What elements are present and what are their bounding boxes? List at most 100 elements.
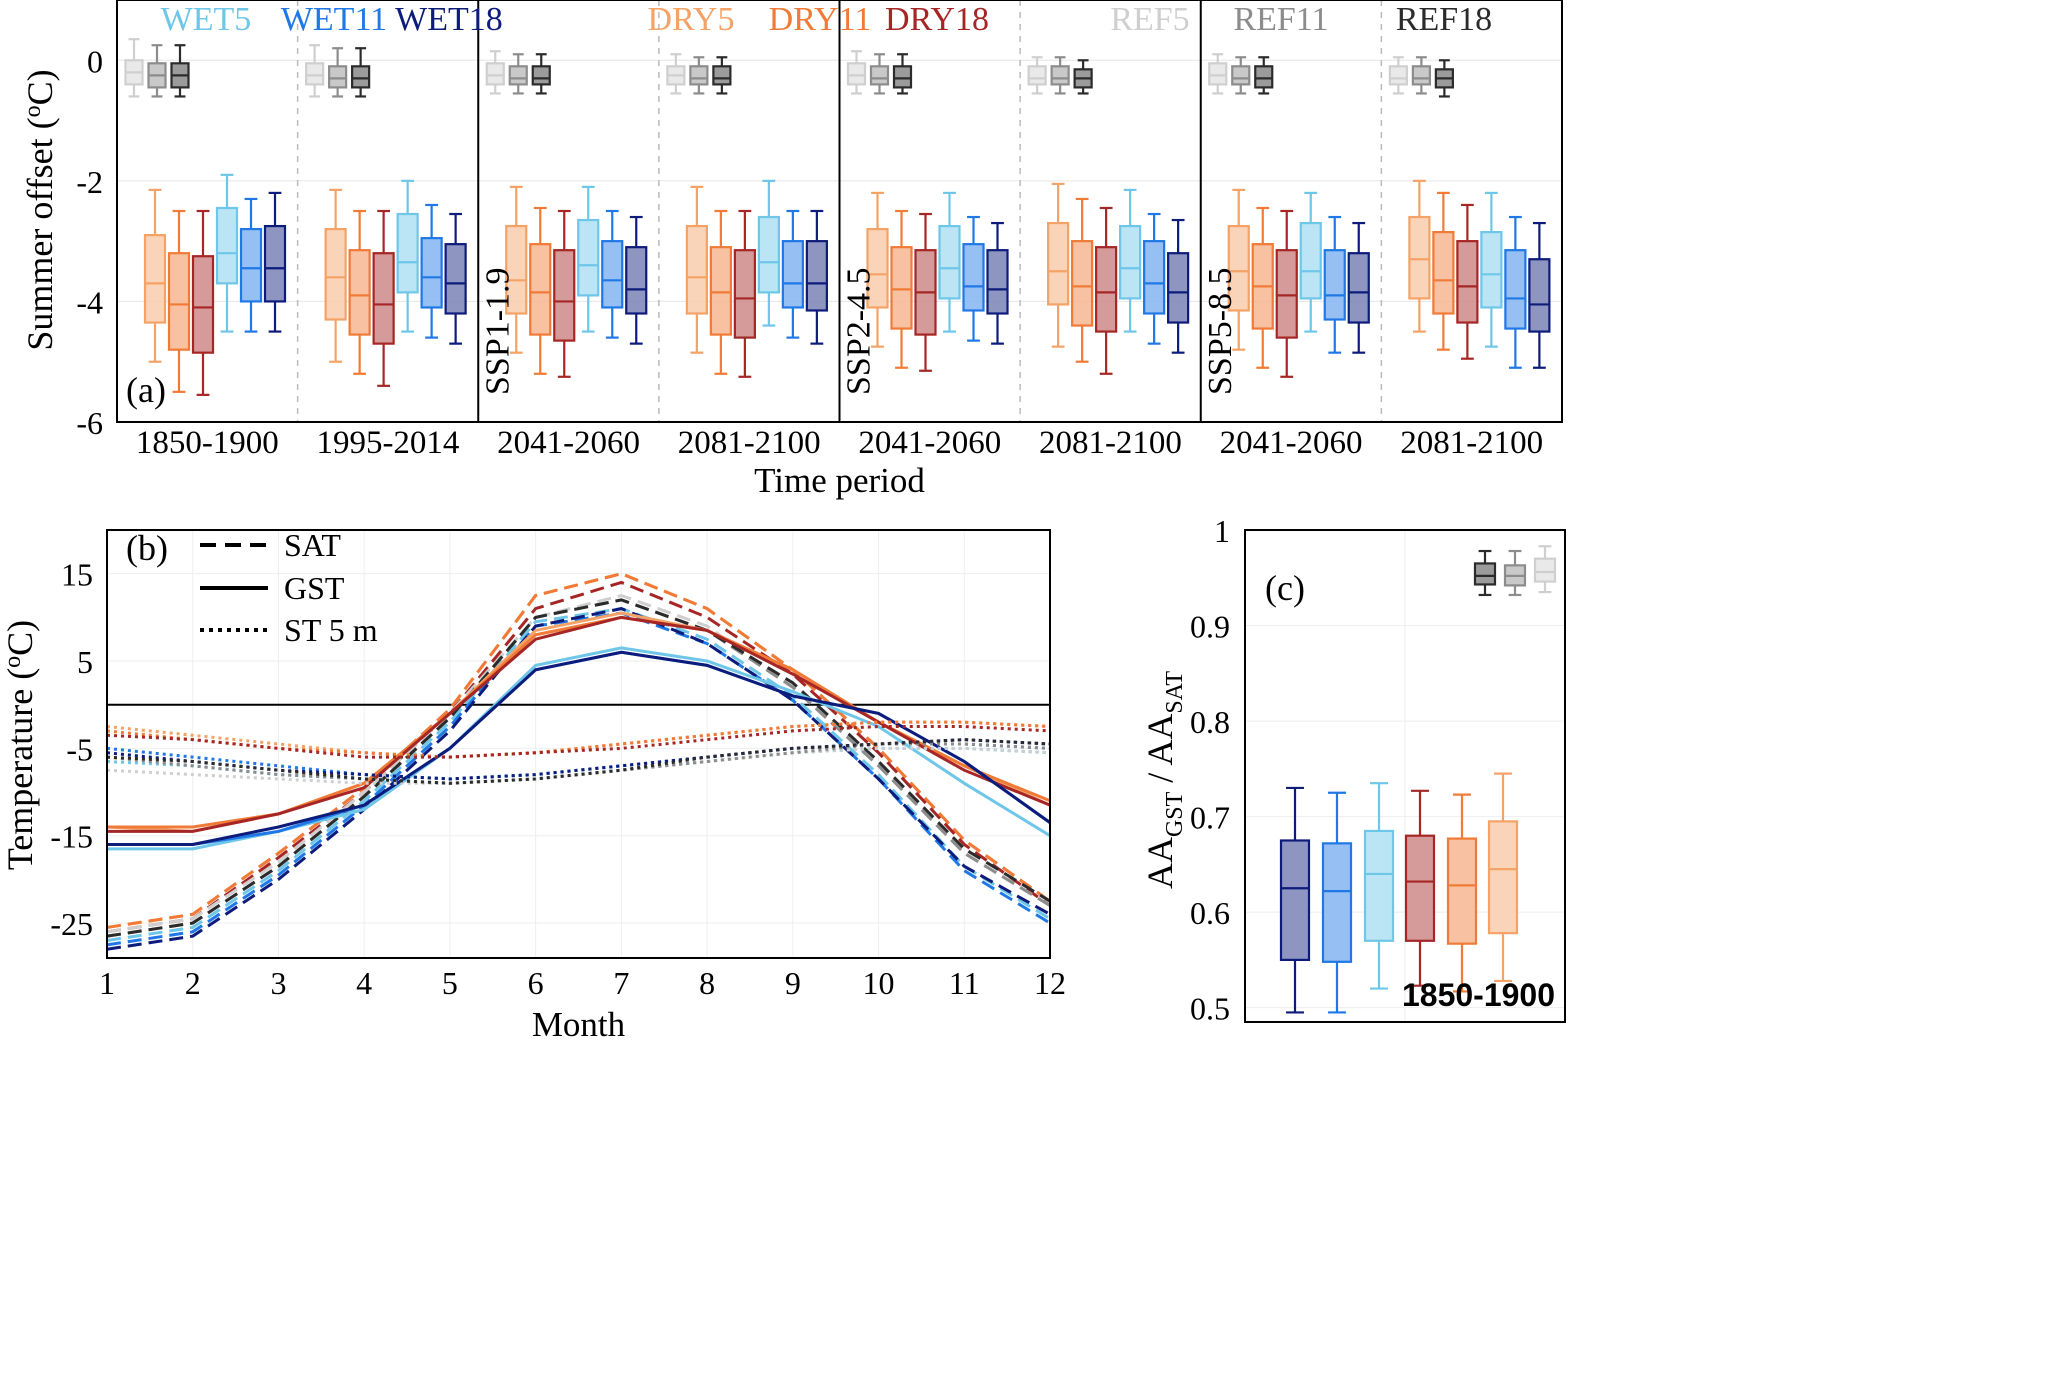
box-body	[892, 65, 913, 89]
box-WET5-3	[757, 179, 780, 327]
box-DRY5-2	[505, 185, 528, 354]
box-REF5-5	[1027, 56, 1047, 95]
box-DRY11-6	[1251, 206, 1274, 369]
box-body	[709, 246, 732, 336]
panel-b-label: (b)	[126, 528, 168, 568]
xtick-label: 11	[949, 965, 980, 1001]
box-body	[781, 240, 804, 309]
box-REF11-5	[1050, 56, 1070, 95]
ytick-label: -25	[50, 906, 93, 942]
box-body	[1027, 65, 1047, 86]
box-body	[712, 65, 732, 86]
ytick-label: 0.5	[1190, 991, 1230, 1027]
box-body	[239, 227, 263, 303]
box-c-ref5	[1533, 545, 1557, 594]
box-c-ref11	[1503, 549, 1527, 597]
box-body	[1411, 65, 1431, 86]
box-REF11-1	[328, 47, 348, 98]
box-body	[1208, 62, 1228, 86]
box-DRY18-7	[1456, 203, 1479, 360]
box-body	[508, 65, 528, 86]
box-body	[1050, 65, 1070, 86]
box-WET18-7	[1528, 221, 1551, 369]
box-WET11-2	[601, 209, 624, 339]
box-body	[1473, 562, 1497, 586]
box-body	[396, 212, 419, 294]
box-REF11-6	[1231, 56, 1251, 95]
ytick-label: 0.9	[1190, 609, 1230, 645]
box-body	[625, 246, 648, 315]
box-WET11-1	[420, 203, 443, 339]
box-DRY11-1	[348, 209, 371, 375]
box-body	[215, 206, 239, 285]
box-REF18-3	[712, 56, 732, 95]
box-WET11-0	[239, 197, 263, 333]
box-body	[1533, 557, 1557, 583]
box-REF11-2	[508, 53, 528, 95]
box-body	[938, 224, 961, 300]
box-c-wet11	[1321, 791, 1353, 1014]
box-REF18-2	[531, 53, 551, 95]
xtick-label: 2041-2060	[1220, 425, 1363, 461]
legend-dry11: DRY11	[769, 1, 872, 38]
xtick-label: 10	[863, 965, 895, 1001]
box-WET18-3	[805, 209, 828, 345]
box-body	[1299, 221, 1322, 300]
box-WET18-4	[986, 221, 1009, 345]
legend-ref18: REF18	[1396, 1, 1492, 38]
box-body	[1047, 221, 1070, 306]
box-DRY18-5	[1095, 206, 1118, 375]
box-body	[553, 249, 576, 342]
line-wet18-sat	[106, 607, 1051, 951]
xtick-label: 5	[442, 965, 458, 1001]
box-body	[328, 65, 348, 89]
legend-ref11: REF11	[1233, 1, 1328, 38]
period-label: 1850-1900	[1402, 977, 1555, 1013]
xtick-label: 1995-2014	[316, 425, 459, 461]
box-REF11-3	[689, 56, 709, 95]
xtick-label: 2081-2100	[1039, 425, 1182, 461]
box-body	[305, 62, 325, 86]
box-REF18-1	[351, 47, 371, 98]
box-DRY11-0	[167, 209, 191, 393]
box-DRY18-6	[1275, 209, 1298, 378]
box-REF18-7	[1434, 59, 1454, 98]
box-body	[324, 227, 347, 321]
box-body	[1347, 252, 1370, 324]
box-body	[869, 65, 890, 86]
xtick-label: 2	[185, 965, 201, 1001]
box-body	[351, 65, 371, 89]
box-WET5-0	[215, 173, 239, 333]
box-body	[866, 227, 889, 309]
box-DRY18-2	[553, 209, 576, 378]
ytick-label: 0	[87, 43, 103, 79]
xtick-label: 2081-2100	[1400, 425, 1543, 461]
box-DRY5-1	[324, 188, 347, 363]
box-DRY18-4	[914, 212, 937, 372]
box-DRY11-5	[1071, 197, 1094, 363]
line-dry18-gst	[107, 615, 1051, 833]
legend-wet5: WET5	[161, 1, 252, 38]
ytick-label: -15	[50, 819, 93, 855]
box-body	[685, 224, 708, 315]
ytick-label: 5	[77, 644, 93, 680]
box-WET18-0	[263, 191, 287, 333]
box-REF18-0	[170, 44, 190, 98]
ytick-label: -2	[76, 164, 103, 200]
xtick-label: 1850-1900	[136, 425, 279, 461]
ytick-label: -6	[76, 405, 103, 441]
panel-c-frame	[1244, 529, 1566, 1023]
box-body	[505, 224, 528, 315]
box-body	[1095, 246, 1118, 333]
box-WET5-1	[396, 179, 419, 333]
xtick-label: 1	[99, 965, 115, 1001]
ytick-label: 0.6	[1190, 895, 1230, 931]
box-WET5-6	[1299, 191, 1322, 333]
box-WET18-6	[1347, 221, 1370, 354]
box-body	[805, 240, 828, 312]
box-body	[986, 249, 1009, 315]
box-body	[1071, 240, 1094, 327]
box-body	[1504, 249, 1527, 330]
